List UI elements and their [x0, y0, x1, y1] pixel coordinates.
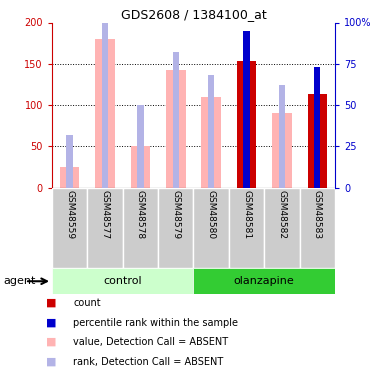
Bar: [201, 97, 221, 188]
Bar: [237, 61, 256, 188]
Bar: [166, 69, 186, 188]
Title: GDS2608 / 1384100_at: GDS2608 / 1384100_at: [121, 8, 266, 21]
Bar: [67, 135, 73, 188]
Bar: [52, 188, 87, 268]
Bar: [243, 31, 250, 188]
Bar: [193, 268, 335, 294]
Bar: [272, 113, 291, 188]
Bar: [264, 188, 300, 268]
Text: count: count: [73, 298, 101, 308]
Bar: [137, 105, 144, 188]
Text: percentile rank within the sample: percentile rank within the sample: [73, 318, 238, 327]
Bar: [314, 67, 320, 188]
Text: ■: ■: [46, 337, 57, 347]
Bar: [52, 268, 193, 294]
Text: GSM48579: GSM48579: [171, 190, 180, 239]
Bar: [208, 75, 214, 188]
Bar: [95, 39, 115, 188]
Bar: [102, 14, 108, 188]
Bar: [172, 52, 179, 188]
Text: value, Detection Call = ABSENT: value, Detection Call = ABSENT: [73, 337, 228, 347]
Bar: [87, 188, 123, 268]
Text: ■: ■: [46, 318, 57, 327]
Bar: [193, 188, 229, 268]
Text: GSM48582: GSM48582: [277, 190, 286, 239]
Text: GSM48581: GSM48581: [242, 190, 251, 239]
Text: GSM48583: GSM48583: [313, 190, 322, 239]
Text: ■: ■: [46, 298, 57, 308]
Bar: [229, 188, 264, 268]
Text: control: control: [104, 276, 142, 286]
Text: GSM48578: GSM48578: [136, 190, 145, 239]
Text: agent: agent: [4, 276, 36, 286]
Bar: [158, 188, 193, 268]
Text: GSM48559: GSM48559: [65, 190, 74, 239]
Bar: [300, 188, 335, 268]
Bar: [131, 146, 150, 188]
Text: ■: ■: [46, 357, 57, 366]
Bar: [279, 85, 285, 188]
Text: GSM48580: GSM48580: [207, 190, 216, 239]
Text: olanzapine: olanzapine: [234, 276, 295, 286]
Text: GSM48577: GSM48577: [100, 190, 110, 239]
Bar: [123, 188, 158, 268]
Text: rank, Detection Call = ABSENT: rank, Detection Call = ABSENT: [73, 357, 223, 366]
Bar: [308, 94, 327, 188]
Bar: [60, 167, 79, 188]
